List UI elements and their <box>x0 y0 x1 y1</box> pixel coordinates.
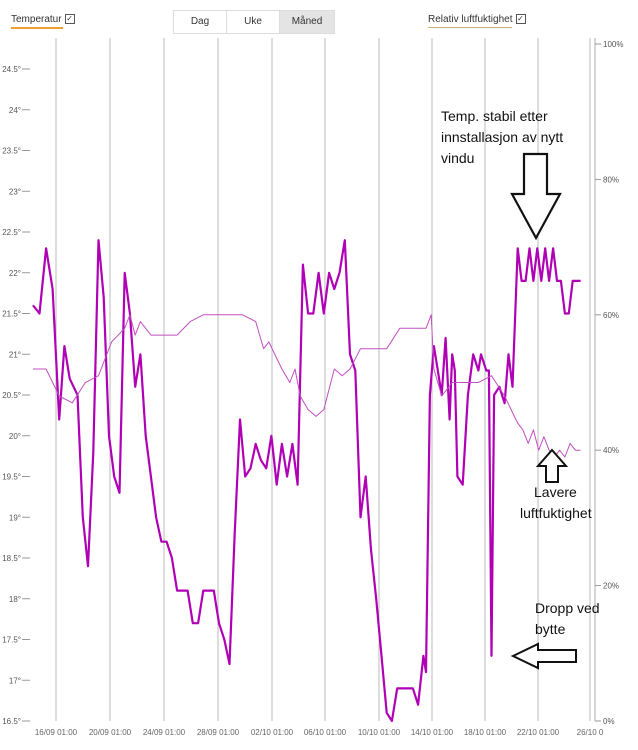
x-tick-label: 14/10 01:00 <box>411 728 454 737</box>
y-tick-label-left: 21.5° <box>2 310 21 319</box>
annotation-stable-line2: innstallasjon av nytt <box>441 129 564 145</box>
y-tick-label-right: 60% <box>603 311 619 320</box>
y-tick-label-left: 22.5° <box>2 228 21 237</box>
annotation-drop: Dropp ved bytte <box>535 598 600 640</box>
x-tick-label: 20/09 01:00 <box>89 728 132 737</box>
annotation-stable-line1: Temp. stabil etter <box>441 108 548 124</box>
checkbox-icon[interactable]: ✓ <box>515 14 526 25</box>
x-tick-label: 24/09 01:00 <box>143 728 186 737</box>
annotation-stable: Temp. stabil etter innstallasjon av nytt… <box>441 106 563 169</box>
annotation-drop-line1: Dropp ved <box>535 600 600 616</box>
y-tick-label-left: 21° <box>9 350 21 359</box>
y-tick-label-left: 17.5° <box>2 636 21 645</box>
y-tick-label-left: 23° <box>9 187 21 196</box>
y-tick-label-right: 80% <box>603 175 619 184</box>
up-arrow-icon <box>535 448 569 483</box>
legend-humidity[interactable]: Relativ luftfuktighet ✓ <box>428 14 526 28</box>
annotation-drop-line2: bytte <box>535 621 566 637</box>
down-arrow-icon <box>510 152 562 241</box>
left-arrow-icon <box>510 642 577 670</box>
y-tick-label-left: 19.5° <box>2 473 21 482</box>
legend-temperature[interactable]: Temperatur ✓ <box>11 14 75 29</box>
x-tick-label: 28/09 01:00 <box>197 728 240 737</box>
y-tick-label-left: 17° <box>9 676 21 685</box>
y-tick-label-left: 20.5° <box>2 391 21 400</box>
x-tick-label: 22/10 01:00 <box>517 728 560 737</box>
checkbox-icon[interactable]: ✓ <box>64 14 75 25</box>
y-tick-label-left: 19° <box>9 513 21 522</box>
y-tick-label-right: 40% <box>603 446 619 455</box>
annotation-stable-line3: vindu <box>441 150 475 166</box>
annotation-humidity-line2: luftfuktighet <box>520 505 592 521</box>
x-tick-label: 02/10 01:00 <box>251 728 294 737</box>
x-tick-label: 06/10 01:00 <box>304 728 347 737</box>
y-tick-label-left: 20° <box>9 432 21 441</box>
x-tick-label: 26/10 0 <box>577 728 604 737</box>
x-tick-label: 18/10 01:00 <box>464 728 507 737</box>
y-tick-label-left: 22° <box>9 269 21 278</box>
tab-dag[interactable]: Dag <box>174 11 227 33</box>
y-tick-label-right: 0% <box>603 717 615 726</box>
period-tabs: Dag Uke Måned <box>173 10 335 34</box>
legend-humidity-label: Relativ luftfuktighet <box>428 14 513 25</box>
y-tick-label-left: 18° <box>9 595 21 604</box>
y-tick-label-left: 16.5° <box>2 717 21 726</box>
y-tick-label-left: 24° <box>9 106 21 115</box>
x-tick-label: 10/10 01:00 <box>358 728 401 737</box>
y-tick-label-left: 24.5° <box>2 65 21 74</box>
legend-temperature-swatch <box>11 27 63 29</box>
series-line-humidity <box>33 314 581 458</box>
x-tick-label: 16/09 01:00 <box>35 728 78 737</box>
tab-uke[interactable]: Uke <box>227 11 280 33</box>
y-tick-label-right: 100% <box>603 40 623 49</box>
y-tick-label-left: 23.5° <box>2 147 21 156</box>
series-line-temperature <box>32 239 581 723</box>
annotation-humidity: Lavere luftfuktighet <box>520 482 592 524</box>
y-tick-label-right: 20% <box>603 582 619 591</box>
legend-temperature-label: Temperatur <box>11 14 62 25</box>
tab-maned[interactable]: Måned <box>280 11 334 33</box>
y-tick-label-left: 18.5° <box>2 554 21 563</box>
legend-humidity-swatch <box>428 27 512 28</box>
annotation-humidity-line1: Lavere <box>534 484 577 500</box>
